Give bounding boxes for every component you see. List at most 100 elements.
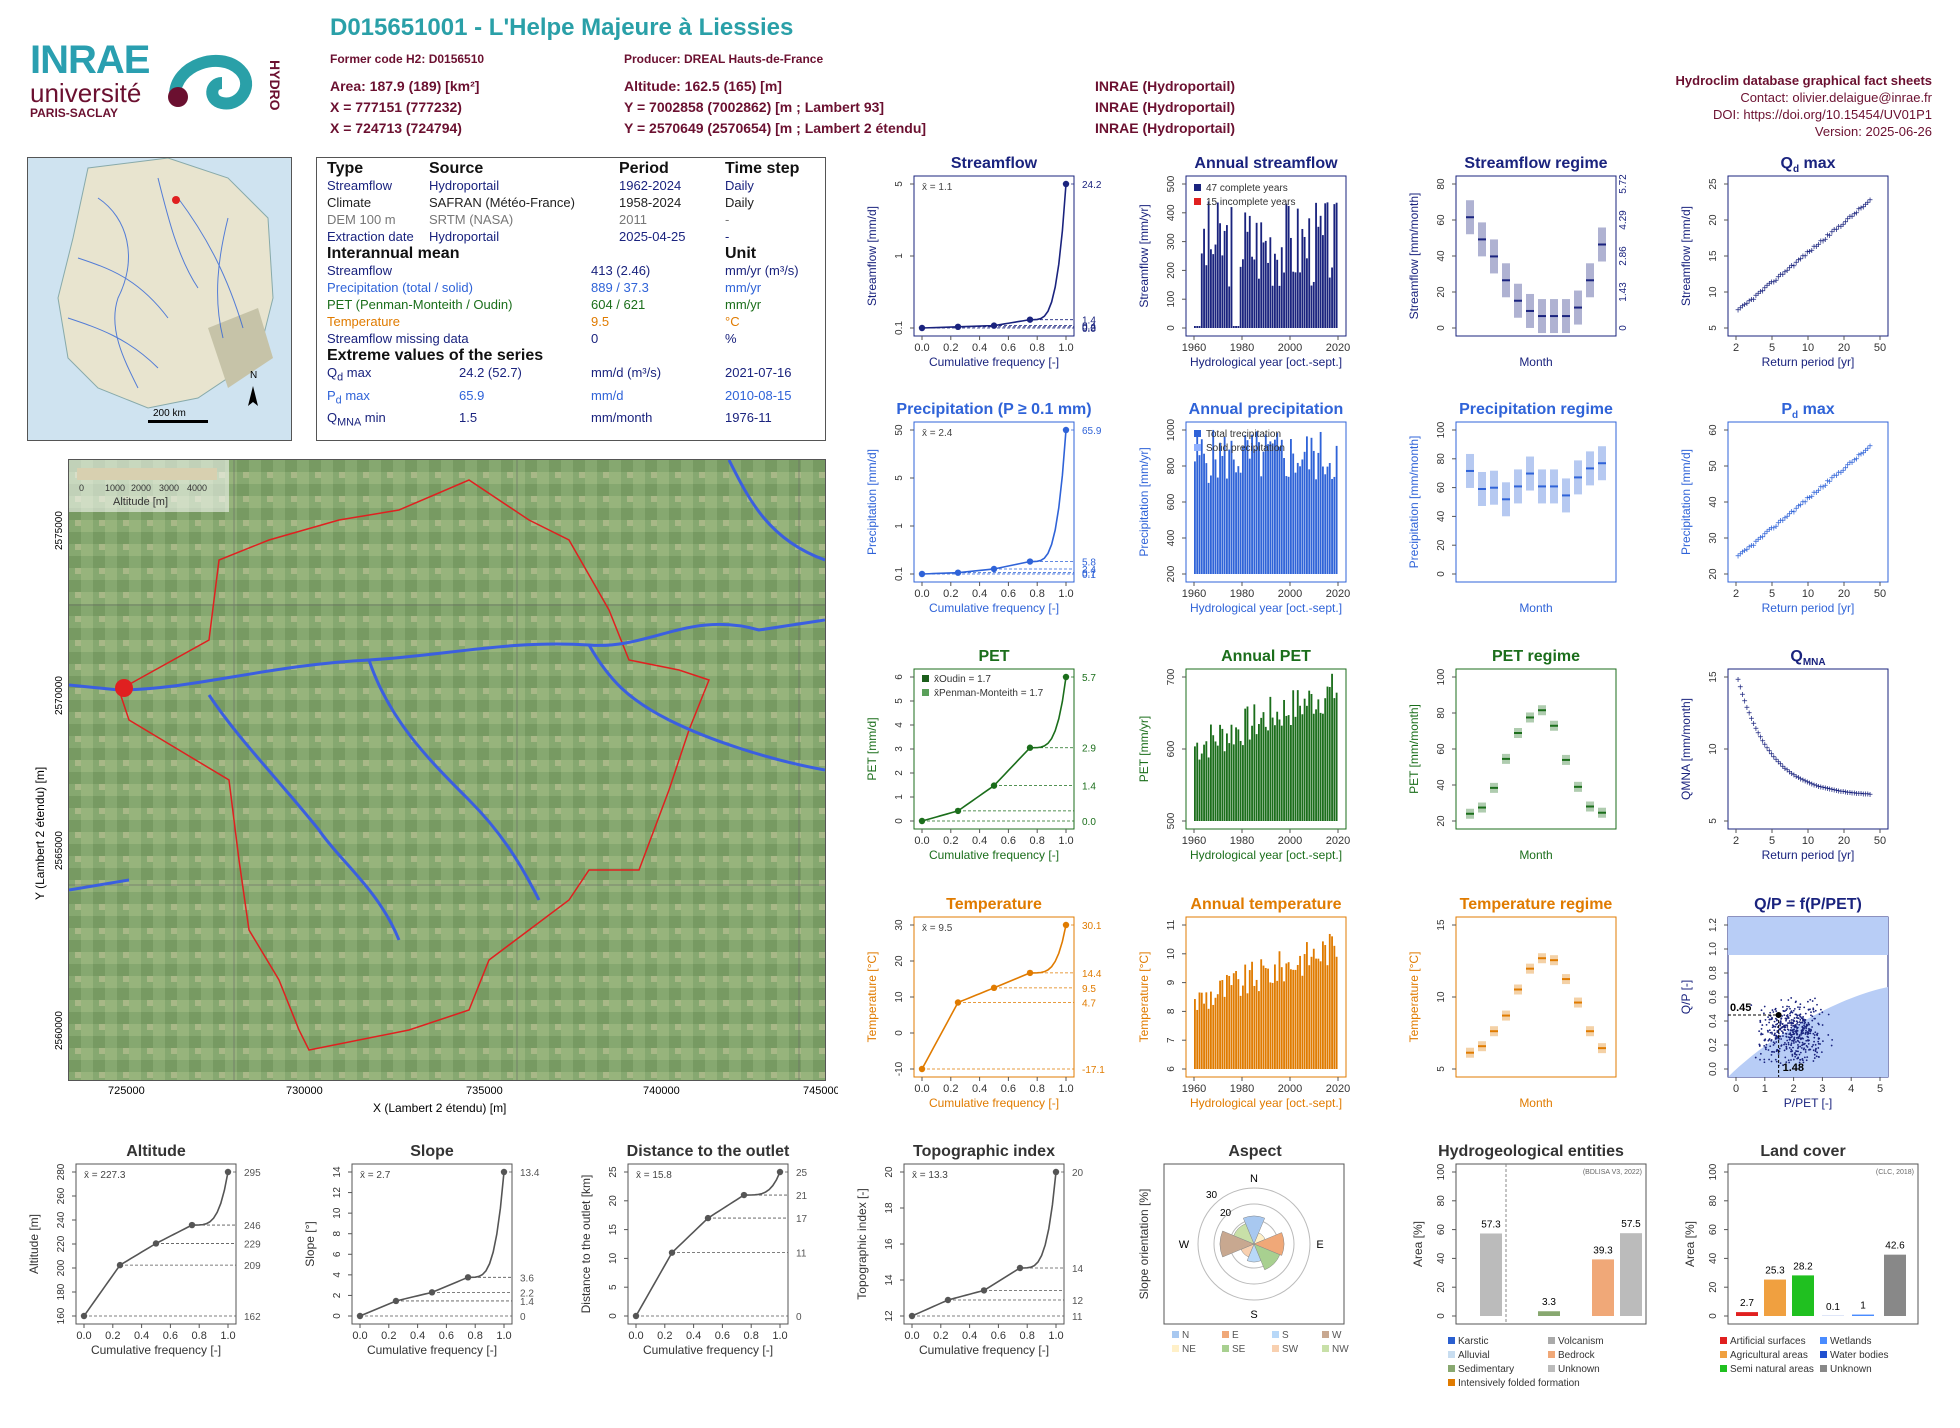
legend-swatch [1272,1345,1279,1352]
scatter-dot [1775,1018,1777,1020]
y-tick-label: 20 [894,955,905,967]
table-cell: DEM 100 m [327,211,429,228]
table-cell: 1.5 [459,409,591,432]
y-tick-label: 10 [1166,948,1177,960]
scatter-dot [1788,1036,1790,1038]
annual-bar [1233,744,1235,821]
annual-bar [1306,706,1308,821]
legend-label: Semi natural areas [1730,1364,1814,1375]
scatter-dot [1786,1008,1788,1010]
x-tick-label: 2000 [1278,1083,1302,1095]
chart-hydrogeo: Hydrogeological entities(BDLISA V3, 2022… [1400,1140,1662,1428]
right-tick-label: 0.0 [1082,817,1096,828]
plot-frame [914,917,1074,1077]
legend-label: Water bodies [1830,1350,1889,1361]
scatter-dot [1808,1049,1810,1051]
quantile-point [705,1215,711,1221]
scatter-dot [1793,1033,1795,1035]
direction-label: N [1250,1173,1258,1185]
right-tick-label: 0 [1618,325,1629,331]
quantile-point [81,1313,87,1319]
annual-bar [1260,959,1262,1069]
annual-bar [1242,259,1244,328]
bar-value-label: 1 [1860,1301,1866,1312]
scatter-dot [1776,1037,1778,1039]
scatter-dot [1803,1006,1805,1008]
scatter-dot [1792,1025,1794,1027]
annual-bar [1253,449,1255,574]
x-tick-label: 20 [1838,588,1850,600]
annual-bar [1210,725,1212,821]
annual-bar [1263,242,1265,328]
annual-bar [1304,954,1306,1069]
legend-label: Volcanism [1558,1336,1604,1347]
direction-label: S [1250,1309,1257,1321]
annual-bar [1272,718,1274,821]
scatter-dot [1812,1033,1814,1035]
scatter-dot [1810,1029,1812,1031]
legend-label: Alluvial [1458,1350,1490,1361]
scatter-dot [1797,1040,1799,1042]
scatter-dot [1789,1047,1791,1049]
annual-bar [1269,441,1271,574]
scatter-dot [1790,1059,1792,1061]
legend-label: SE [1232,1344,1246,1355]
chart-title-sub: MNA [1803,657,1826,668]
scatter-dot [1813,1041,1815,1043]
y-axis-label: Q/P [-] [1679,980,1693,1014]
scatter-dot [1775,1010,1777,1012]
contact[interactable]: Contact: olivier.delaigue@inrae.fr [1676,89,1932,106]
annual-bar [1199,455,1201,574]
x-tick-label: 0.6 [1001,1083,1016,1095]
hydro-logo-text: HYDRO [267,60,280,111]
x-tick-label: 0.6 [439,1330,454,1342]
scatter-dot [1788,1042,1790,1044]
legend-swatch [1222,1345,1229,1352]
x-tick-label: 0.4 [972,835,987,847]
annual-bar [1224,997,1226,1069]
source-3: INRAE (Hydroportail) [1095,118,1235,139]
annual-bar [1288,206,1290,328]
scatter-dot [1768,1059,1770,1061]
legend-label: NE [1182,1344,1196,1355]
doi[interactable]: DOI: https://doi.org/10.15454/UV01P1 [1676,106,1932,123]
unit-title: Unit [725,245,815,262]
scatter-dot [1790,1027,1792,1029]
scatter-dot [1785,1036,1787,1038]
annual-bar [1283,981,1285,1069]
right-tick-label: 2.86 [1618,246,1629,266]
x-axis-label: P/PET [-] [1784,1096,1832,1110]
legend-swatch [1820,1351,1827,1358]
annual-bar [1276,981,1278,1069]
annual-bar [1237,729,1239,821]
y-tick-label: 80 [1436,707,1447,719]
scatter-dot [1813,1037,1815,1039]
x-tick-label: 0.8 [1030,588,1045,600]
x-axis-label: Return period [yr] [1762,355,1855,369]
table-cell: - [725,211,815,228]
scatter-dot [1795,1026,1797,1028]
y-tick-label: 40 [1708,496,1719,508]
annual-bar [1301,459,1303,574]
annual-bar [1288,715,1290,821]
return-point: + [1867,442,1873,453]
annual-bar [1224,437,1226,574]
annual-bar [1317,453,1319,574]
annual-bar [1205,265,1207,328]
annual-bar [1331,479,1333,574]
y-axis-label: Precipitation [mm/d] [865,449,879,555]
x-tick-label: 0.4 [972,588,987,600]
table-row: Qd max 24.2 (52.7) mm/d (m³/s) 2021-07-1… [327,364,817,387]
annual-bar [1329,278,1331,328]
table-cell: Precipitation (total / solid) [327,279,591,296]
y-tick-label: 0.6 [1708,990,1719,1004]
annual-bar [1274,964,1276,1069]
x-tick-label: 0.0 [914,835,929,847]
y-tick-label: 80 [1708,1195,1719,1207]
y-tick-label: 260 [56,1187,67,1204]
bar-value-label: 39.3 [1593,1245,1613,1256]
scatter-dot [1799,1054,1801,1056]
scatter-dot [1759,1020,1761,1022]
